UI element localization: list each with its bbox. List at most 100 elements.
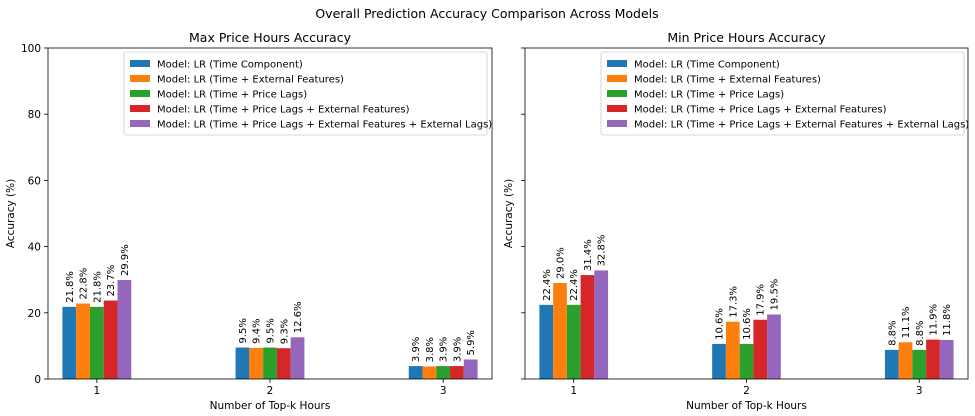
legend: Model: LR (Time Component) Model: LR (Tim… — [123, 51, 492, 136]
bar-value-label: 21.8% — [65, 271, 76, 303]
legend-swatch — [607, 120, 627, 127]
y-tick-label: 40 — [28, 242, 41, 254]
legend-swatch — [607, 60, 627, 67]
bar — [76, 303, 90, 379]
bar — [235, 347, 250, 379]
bar — [408, 366, 423, 379]
y-axis-label: Accuracy (%) — [5, 179, 17, 248]
bar-value-label: 12.6% — [293, 302, 304, 334]
bar-value-label: 3.9% — [411, 337, 422, 362]
legend-swatch — [130, 120, 150, 127]
bar — [103, 300, 118, 379]
bar-value-label: 9.3% — [279, 319, 290, 344]
legend-label: Model: LR (Time + External Features) — [157, 75, 344, 86]
plot-frame — [47, 47, 493, 380]
bar — [89, 306, 104, 379]
bar — [263, 347, 277, 379]
bar-value-label: 22.8% — [79, 268, 90, 300]
chart-title: Min Price Hours Accuracy — [667, 30, 826, 45]
bar — [753, 319, 768, 379]
bar — [539, 304, 554, 379]
bar-value-label: 9.5% — [266, 318, 277, 343]
bar — [580, 275, 595, 379]
y-tick-label: 60 — [28, 175, 41, 187]
legend-swatch — [607, 105, 627, 112]
bar-value-label: 11.9% — [929, 304, 940, 336]
bar-value-label: 11.8% — [942, 304, 953, 336]
bar — [712, 343, 726, 379]
bar — [249, 347, 264, 379]
legend-label: Model: LR (Time + Price Lags) — [157, 90, 307, 101]
legend-label: Model: LR (Time + Price Lags + External … — [634, 120, 969, 131]
bar-value-label: 17.9% — [756, 284, 767, 316]
bar-value-label: 3.8% — [425, 337, 436, 362]
bar — [725, 321, 740, 379]
legend-label: Model: LR (Time + External Features) — [634, 75, 821, 86]
y-axis-label: Accuracy (%) — [503, 179, 515, 248]
bar-value-label: 22.4% — [542, 269, 553, 301]
bar-value-label: 3.9% — [439, 337, 450, 362]
bar — [436, 366, 451, 379]
chart-panel-1: Max Price Hours Accuracy 0 20 40 60 80 100 Accu… — [5, 30, 493, 412]
legend-swatch — [130, 75, 150, 82]
y-tick-label: 20 — [28, 308, 41, 320]
bar — [117, 280, 132, 379]
bar — [276, 348, 291, 379]
bar — [939, 339, 954, 379]
bar-value-label: 9.5% — [238, 318, 249, 343]
bar — [450, 366, 464, 379]
bar-value-label: 23.7% — [106, 265, 117, 297]
legend-label: Model: LR (Time Component) — [634, 60, 780, 71]
x-tick-label: 1 — [93, 385, 100, 397]
bar — [594, 270, 609, 379]
bar-value-label: 31.4% — [583, 239, 594, 271]
chart-panel-2: Min Price Hours Accuracy Accuracy (%) 22.4… — [503, 30, 969, 412]
bar-value-label: 3.9% — [452, 337, 463, 362]
legend-box — [123, 51, 488, 136]
y-tick-label: 100 — [21, 43, 41, 55]
legend-label: Model: LR (Time + Price Lags + External … — [634, 105, 887, 116]
bar-value-label: 11.1% — [901, 306, 912, 338]
x-tick-label: 2 — [267, 385, 274, 397]
bar — [566, 304, 581, 379]
y-tick-label: 0 — [34, 374, 41, 386]
bar-value-label: 22.4% — [569, 269, 580, 301]
legend-box — [600, 51, 965, 136]
legend-swatch — [607, 90, 627, 97]
bar-value-label: 32.8% — [597, 235, 608, 267]
bar — [290, 337, 305, 379]
plot-frame — [524, 47, 969, 380]
bar-value-label: 9.4% — [252, 318, 263, 343]
legend-label: Model: LR (Time Component) — [157, 60, 303, 71]
x-tick-label: 3 — [440, 385, 447, 397]
y-tick-label: 80 — [28, 109, 41, 121]
chart-title: Max Price Hours Accuracy — [189, 30, 352, 45]
figure-title: Overall Prediction Accuracy Comparison A… — [315, 6, 658, 21]
bar — [767, 314, 781, 379]
x-axis-label: Number of Top-k Hours — [686, 400, 807, 412]
bar-value-label: 19.5% — [769, 279, 780, 311]
bar — [898, 342, 913, 379]
bar — [553, 283, 567, 379]
legend: Model: LR (Time Component) Model: LR (Tim… — [600, 51, 969, 136]
legend-label: Model: LR (Time + Price Lags + External … — [157, 105, 410, 116]
legend-swatch — [607, 75, 627, 82]
bar-value-label: 21.8% — [92, 271, 103, 303]
bar — [62, 306, 77, 379]
legend-label: Model: LR (Time + Price Lags + External … — [157, 120, 492, 131]
bar — [422, 366, 437, 379]
bar-value-label: 10.6% — [715, 308, 726, 340]
bar — [912, 349, 927, 379]
bar-value-label: 10.6% — [742, 308, 753, 340]
bar-value-label: 29.0% — [555, 247, 566, 279]
bar — [926, 339, 940, 379]
bar — [884, 349, 899, 379]
bar — [463, 359, 478, 379]
bar-value-label: 8.8% — [915, 320, 926, 345]
x-tick-label: 3 — [916, 385, 923, 397]
x-tick-label: 2 — [743, 385, 750, 397]
legend-swatch — [130, 60, 150, 67]
x-tick-label: 1 — [570, 385, 577, 397]
bar-value-label: 29.9% — [120, 244, 131, 276]
